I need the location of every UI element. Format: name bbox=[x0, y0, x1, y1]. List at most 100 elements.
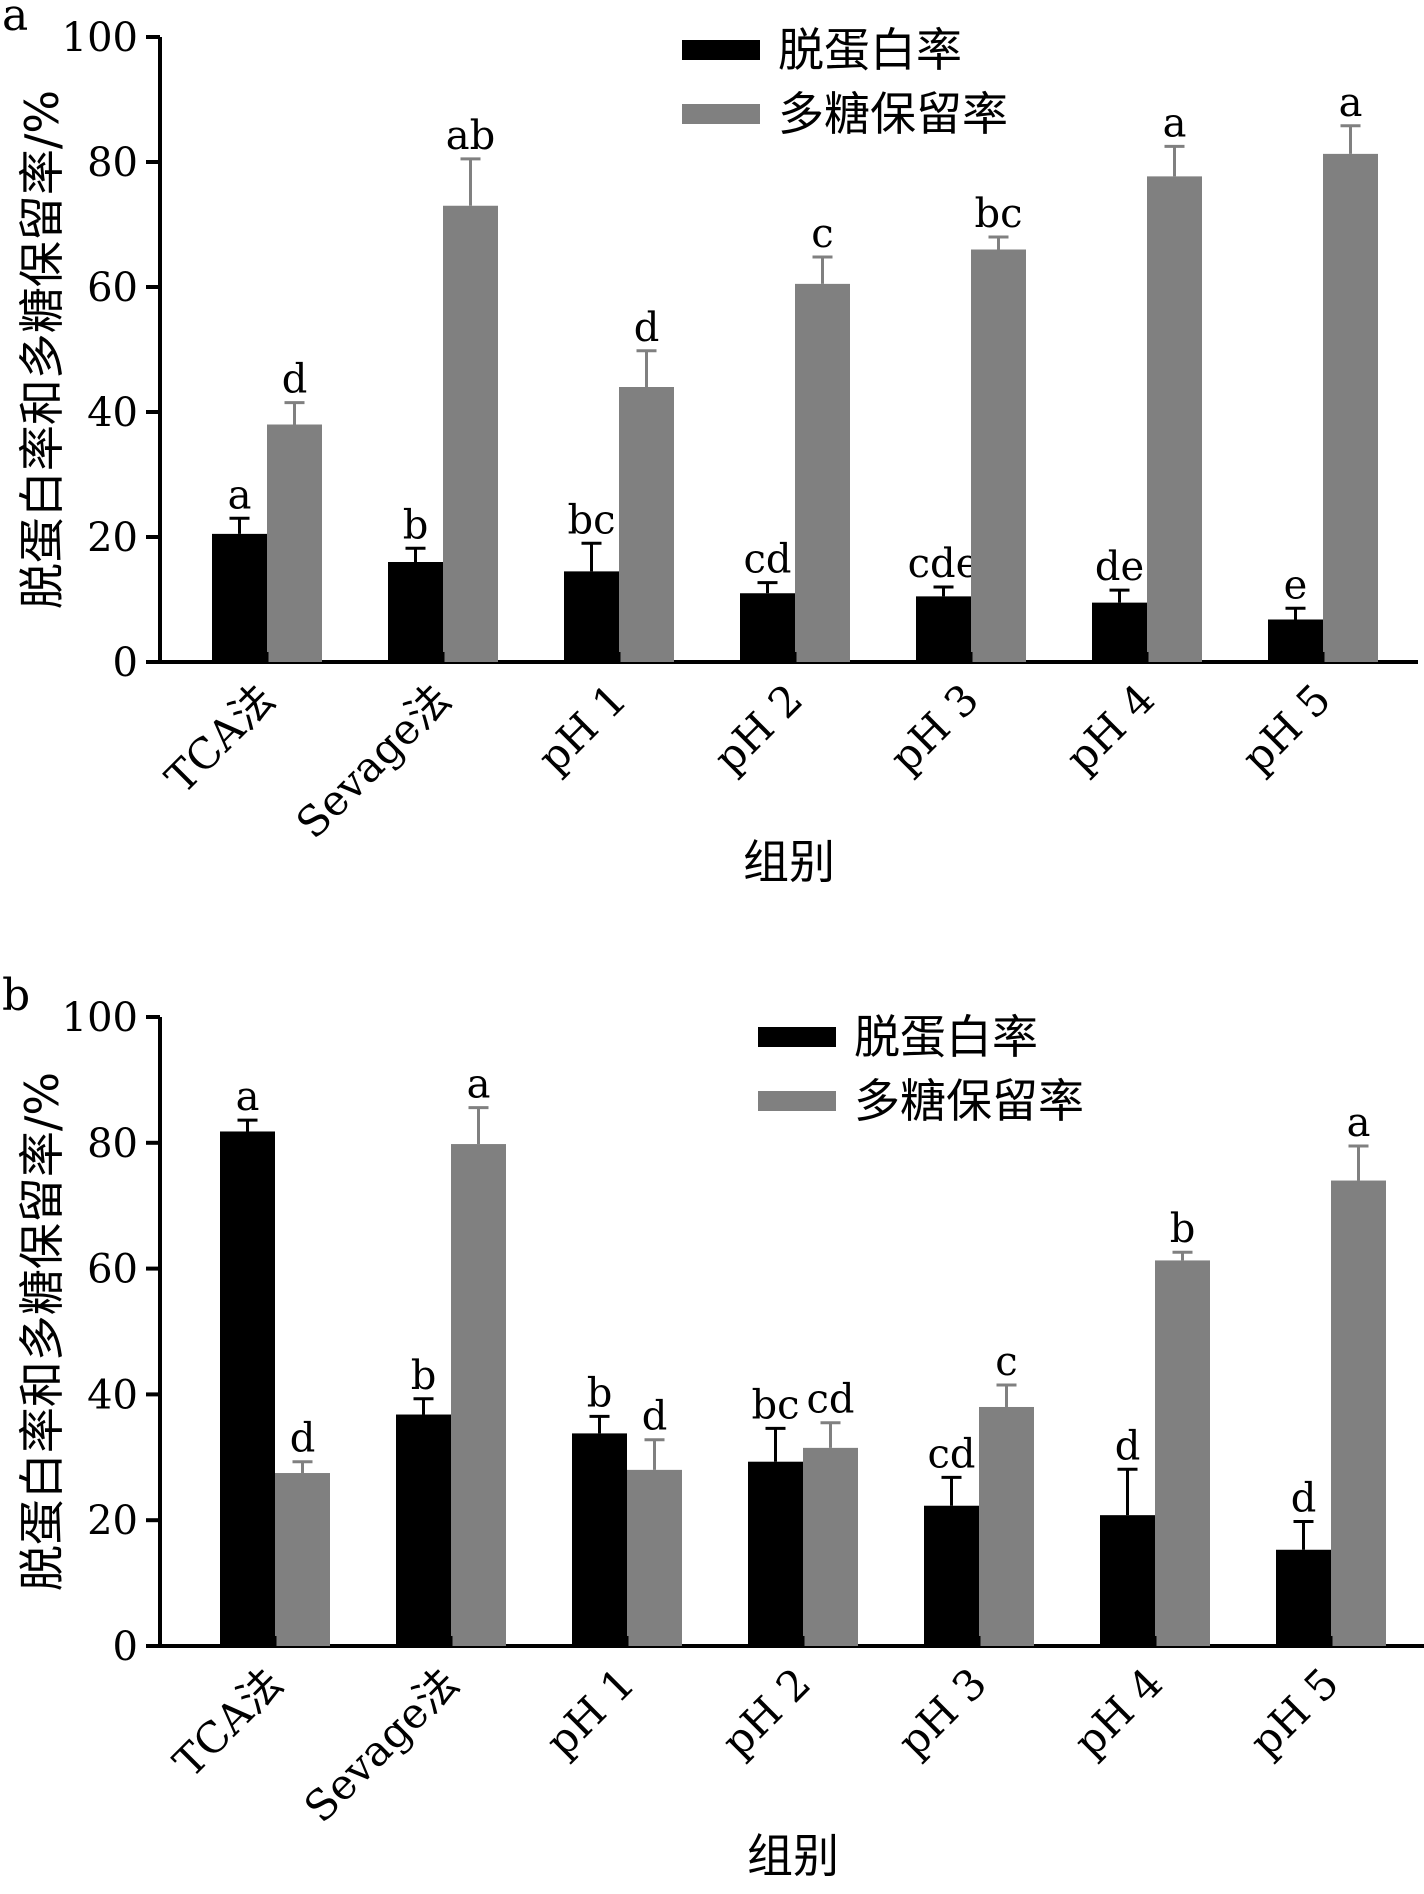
bar bbox=[627, 1469, 682, 1646]
panel-label: b bbox=[2, 970, 30, 1021]
y-tick-label: 40 bbox=[87, 1372, 138, 1418]
x-tick-label: pH 2 bbox=[704, 674, 812, 782]
x-tick-label: pH 3 bbox=[888, 1658, 996, 1766]
x-tick-label: Sevage法 bbox=[287, 674, 460, 847]
significance-label: a bbox=[1339, 80, 1363, 126]
bar bbox=[1147, 176, 1202, 662]
bar bbox=[212, 533, 267, 662]
x-tick-label: TCA法 bbox=[164, 1658, 292, 1786]
x-tick-label: pH 1 bbox=[528, 674, 636, 782]
y-tick-label: 40 bbox=[87, 390, 138, 436]
legend-swatch bbox=[758, 1027, 836, 1047]
significance-label: de bbox=[1095, 544, 1144, 590]
bar bbox=[1268, 619, 1323, 662]
significance-label: cd bbox=[806, 1377, 854, 1423]
significance-label: b bbox=[587, 1370, 613, 1416]
bar bbox=[740, 593, 795, 662]
panel-a: a 0 20 40 60 80 100 脱蛋白率和多糖保留率/% a d TCA法 b ab Sevage… bbox=[2, 0, 1418, 889]
significance-label: d bbox=[282, 357, 308, 403]
x-tick-label: TCA法 bbox=[156, 674, 284, 802]
bar bbox=[979, 1406, 1034, 1646]
bar bbox=[220, 1131, 275, 1646]
x-tick-label: pH 5 bbox=[1232, 674, 1340, 782]
legend-label: 脱蛋白率 bbox=[778, 23, 962, 77]
significance-label: a bbox=[467, 1062, 491, 1108]
panel-b: b 0 20 40 60 80 100 脱蛋白率和多糖保留率/% a d TCA法 b a Sevage法… bbox=[2, 970, 1424, 1883]
y-tick-label: 100 bbox=[62, 995, 138, 1041]
bar bbox=[1155, 1260, 1210, 1646]
bar bbox=[916, 596, 971, 662]
legend-swatch bbox=[758, 1091, 836, 1111]
legend-label: 多糖保留率 bbox=[854, 1074, 1084, 1128]
y-tick-label: 80 bbox=[87, 1121, 138, 1167]
significance-label: d bbox=[290, 1416, 316, 1462]
bar bbox=[388, 562, 443, 662]
y-tick-label: 100 bbox=[62, 15, 138, 61]
significance-label: d bbox=[634, 305, 660, 351]
bar bbox=[1323, 153, 1378, 662]
y-tick-label: 20 bbox=[87, 1498, 138, 1544]
bar bbox=[924, 1505, 979, 1646]
y-tick-label: 60 bbox=[87, 1247, 138, 1293]
panel-label: a bbox=[2, 0, 28, 41]
y-axis-title: 脱蛋白率和多糖保留率/% bbox=[15, 90, 69, 609]
bar bbox=[748, 1461, 803, 1646]
bar bbox=[971, 249, 1026, 662]
legend-swatch bbox=[682, 40, 760, 60]
y-tick-label: 0 bbox=[113, 1624, 138, 1670]
bar bbox=[803, 1447, 858, 1646]
significance-label: a bbox=[228, 472, 252, 518]
x-tick-label: pH 4 bbox=[1056, 674, 1164, 782]
significance-label: bc bbox=[974, 191, 1022, 237]
y-tick-label: 80 bbox=[87, 140, 138, 186]
significance-label: b bbox=[1170, 1206, 1196, 1252]
x-tick-label: pH 4 bbox=[1064, 1658, 1172, 1766]
legend-swatch bbox=[682, 104, 760, 124]
bar bbox=[443, 205, 498, 662]
bar bbox=[572, 1433, 627, 1646]
significance-label: c bbox=[995, 1339, 1017, 1385]
bar bbox=[451, 1144, 506, 1646]
significance-label: cd bbox=[743, 537, 791, 583]
x-axis-title: 组别 bbox=[747, 1829, 839, 1883]
significance-label: e bbox=[1284, 562, 1308, 608]
bar bbox=[275, 1473, 330, 1646]
legend-label: 脱蛋白率 bbox=[854, 1010, 1038, 1064]
x-tick-label: Sevage法 bbox=[295, 1658, 468, 1831]
significance-label: d bbox=[1115, 1423, 1141, 1469]
significance-label: d bbox=[1291, 1475, 1317, 1521]
significance-label: cd bbox=[927, 1431, 975, 1477]
x-tick-label: pH 1 bbox=[536, 1658, 644, 1766]
bar bbox=[267, 424, 322, 662]
significance-label: bc bbox=[751, 1382, 799, 1428]
x-tick-label: pH 3 bbox=[880, 674, 988, 782]
y-tick-label: 60 bbox=[87, 265, 138, 311]
significance-label: b bbox=[411, 1353, 437, 1399]
bar bbox=[619, 387, 674, 662]
bar bbox=[396, 1414, 451, 1646]
bar bbox=[1276, 1549, 1331, 1646]
bar bbox=[1331, 1180, 1386, 1646]
significance-label: a bbox=[1163, 100, 1187, 146]
bar bbox=[564, 571, 619, 662]
significance-label: a bbox=[1347, 1100, 1371, 1146]
bar bbox=[1092, 602, 1147, 662]
x-tick-label: pH 2 bbox=[712, 1658, 820, 1766]
legend-label: 多糖保留率 bbox=[778, 87, 1008, 141]
significance-label: bc bbox=[567, 497, 615, 543]
significance-label: d bbox=[642, 1394, 668, 1440]
y-tick-label: 0 bbox=[113, 640, 138, 686]
significance-label: a bbox=[236, 1074, 260, 1120]
y-tick-label: 20 bbox=[87, 515, 138, 561]
significance-label: ab bbox=[446, 113, 495, 159]
significance-label: cde bbox=[908, 541, 980, 587]
bar bbox=[1100, 1515, 1155, 1646]
significance-label: b bbox=[403, 502, 429, 548]
x-tick-label: pH 5 bbox=[1240, 1658, 1348, 1766]
bar bbox=[795, 283, 850, 662]
significance-label: c bbox=[811, 211, 833, 257]
y-axis-title: 脱蛋白率和多糖保留率/% bbox=[15, 1072, 69, 1591]
x-axis-title: 组别 bbox=[743, 835, 835, 889]
